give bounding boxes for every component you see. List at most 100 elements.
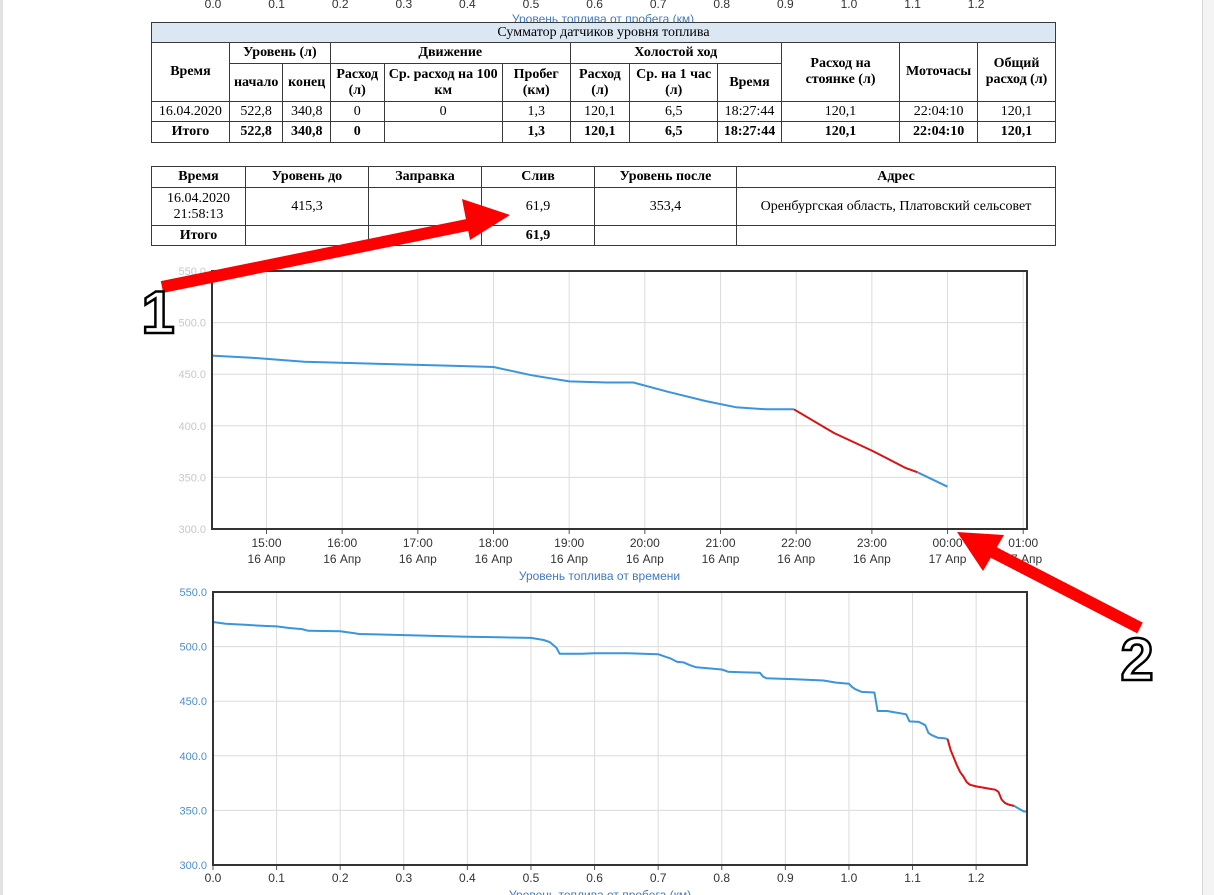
x-tick-time-label: 20:00	[630, 536, 660, 550]
plot-frame	[211, 270, 1028, 530]
x-tick-day-label: 16 Апр	[777, 552, 815, 566]
cell	[736, 225, 1056, 246]
summary-header-parking: Расход на стоянке (л)	[780, 42, 901, 102]
x-tick-label: 1.1	[904, 871, 921, 885]
table-row: 16.04.2020 21:58:13 415,3 61,9 353,4 Оре…	[151, 187, 1056, 226]
annotation-label-2: 2	[1120, 626, 1153, 693]
cell: 120,1	[780, 121, 901, 143]
x-tick-day-label: 16 Апр	[323, 552, 361, 566]
cell: 18:27:44	[717, 121, 782, 143]
x-tick-time-label: 00:00	[933, 536, 963, 550]
x-tick-label: 0.1	[268, 871, 285, 885]
x-tick-label: 0.0	[205, 871, 222, 885]
plot-background	[213, 592, 1027, 865]
x-tick-day-label: 16 Апр	[626, 552, 664, 566]
cell: 18:27:44	[717, 101, 782, 122]
x-tick-label: 0.7	[650, 871, 667, 885]
previous-axis-tick-label: 0.1	[268, 0, 285, 11]
fuel-level-line	[1013, 805, 1027, 813]
x-tick-day-label: 16 Апр	[248, 552, 286, 566]
previous-axis-tick-label: 0.9	[777, 0, 794, 11]
fuel-level-line	[916, 471, 948, 488]
chart-title: Уровень топлива от времени	[519, 569, 680, 583]
cell: 61,9	[481, 225, 595, 246]
fuel-level-by-distance-chart[interactable]: 550.0 500.0 450.0 400.0 350.0 300.00.0 0.1 0.2 0…	[0, 584, 1060, 895]
cell: 1,3	[501, 121, 571, 143]
previous-axis-tick-label: 0.2	[332, 0, 349, 11]
summary-header-distance: Пробег (км)	[501, 63, 571, 102]
page-right-border	[1202, 0, 1203, 895]
x-tick-day-label: 17 Апр	[929, 552, 967, 566]
cell: 6,5	[629, 121, 719, 143]
x-tick-label: 0.6	[586, 871, 603, 885]
summary-header-total: Общий расход (л)	[977, 42, 1056, 102]
x-tick-day-label: 16 Апр	[475, 552, 513, 566]
y-tick-label: 350.0	[178, 472, 206, 484]
x-tick-time-label: 01:00	[1008, 536, 1038, 550]
x-tick-day-label: 16 Апр	[853, 552, 891, 566]
y-tick-label: 500.0	[178, 318, 206, 330]
x-tick-label: 0.3	[395, 871, 412, 885]
summary-header-engine-hours: Моточасы	[899, 42, 979, 102]
fuel-sensor-summary-table: Сумматор датчиков уровня топлива Время У…	[151, 22, 1056, 143]
y-tick-label: 300.0	[179, 860, 207, 872]
table-row: 16.04.2020 522,8 340,8 0 0 1,3 120,1 6,5…	[151, 101, 1056, 122]
summary-header-idle-consumption: Расход (л)	[569, 63, 631, 102]
previous-axis-tick-label: 1.1	[904, 0, 921, 11]
summary-header-motion-consumption: Расход (л)	[329, 63, 385, 102]
cell: Оренбургская область, Платовский сельсов…	[736, 187, 1056, 226]
page-left-border	[0, 0, 3, 895]
previous-axis-tick-label: 1.0	[841, 0, 858, 11]
previous-axis-tick-label: 0.0	[205, 0, 222, 11]
x-tick-day-label: 16 Апр	[702, 552, 740, 566]
drain-segment-line	[946, 738, 1015, 807]
events-header-level-before: Уровень до	[245, 166, 369, 188]
events-header-level-after: Уровень после	[594, 166, 737, 188]
annotation-arrow-1	[160, 199, 510, 293]
y-tick-label: 550.0	[179, 587, 207, 599]
cell: 120,1	[977, 121, 1056, 143]
summary-header-idle-time: Время	[717, 63, 782, 102]
y-tick-label: 350.0	[179, 805, 207, 817]
x-tick-time-label: 22:00	[781, 536, 811, 550]
x-tick-day-label: 16 Апр	[399, 552, 437, 566]
cell: 522,8	[228, 121, 284, 143]
previous-axis-tick-label: 0.3	[395, 0, 412, 11]
cell: 120,1	[977, 101, 1056, 122]
summary-caption: Сумматор датчиков уровня топлива	[151, 22, 1056, 43]
x-tick-time-label: 18:00	[478, 536, 508, 550]
annotation-arrow-2	[957, 532, 1143, 634]
y-tick-label: 450.0	[179, 696, 207, 708]
y-tick-label: 400.0	[178, 421, 206, 433]
scrollbar-gutter[interactable]	[1203, 0, 1214, 895]
plot-background	[212, 271, 1027, 529]
x-tick-time-label: 15:00	[251, 536, 281, 550]
y-tick-label: 500.0	[179, 642, 207, 654]
events-header-drain: Слив	[481, 166, 595, 188]
annotation-label-1: 1	[141, 279, 174, 346]
cell	[383, 121, 503, 143]
previous-axis-tick-label: 0.8	[713, 0, 730, 11]
x-tick-label: 0.2	[332, 871, 349, 885]
drain-segment-line	[793, 408, 918, 474]
x-tick-time-label: 19:00	[554, 536, 584, 550]
fuel-level-line	[212, 621, 948, 740]
y-tick-label: 300.0	[178, 524, 206, 536]
y-tick-label: 400.0	[179, 751, 207, 763]
cell: 522,8	[228, 101, 284, 122]
cell: Итого	[151, 225, 246, 246]
previous-axis-tick-label: 0.5	[523, 0, 540, 11]
previous-axis-tick-label: 0.7	[650, 0, 667, 11]
plot-frame	[212, 591, 1028, 866]
x-tick-label: 1.0	[841, 871, 858, 885]
x-tick-time-label: 21:00	[706, 536, 736, 550]
x-tick-label: 1.2	[968, 871, 985, 885]
chart-title: Уровень топлива от пробега (км)	[509, 888, 691, 895]
previous-axis-tick-label: 1.2	[968, 0, 985, 11]
x-tick-time-label: 16:00	[327, 536, 357, 550]
x-tick-time-label: 23:00	[857, 536, 887, 550]
table-total-row: Итого 522,8 340,8 0 1,3 120,1 6,5 18:27:…	[151, 121, 1056, 143]
x-tick-label: 0.9	[777, 871, 794, 885]
